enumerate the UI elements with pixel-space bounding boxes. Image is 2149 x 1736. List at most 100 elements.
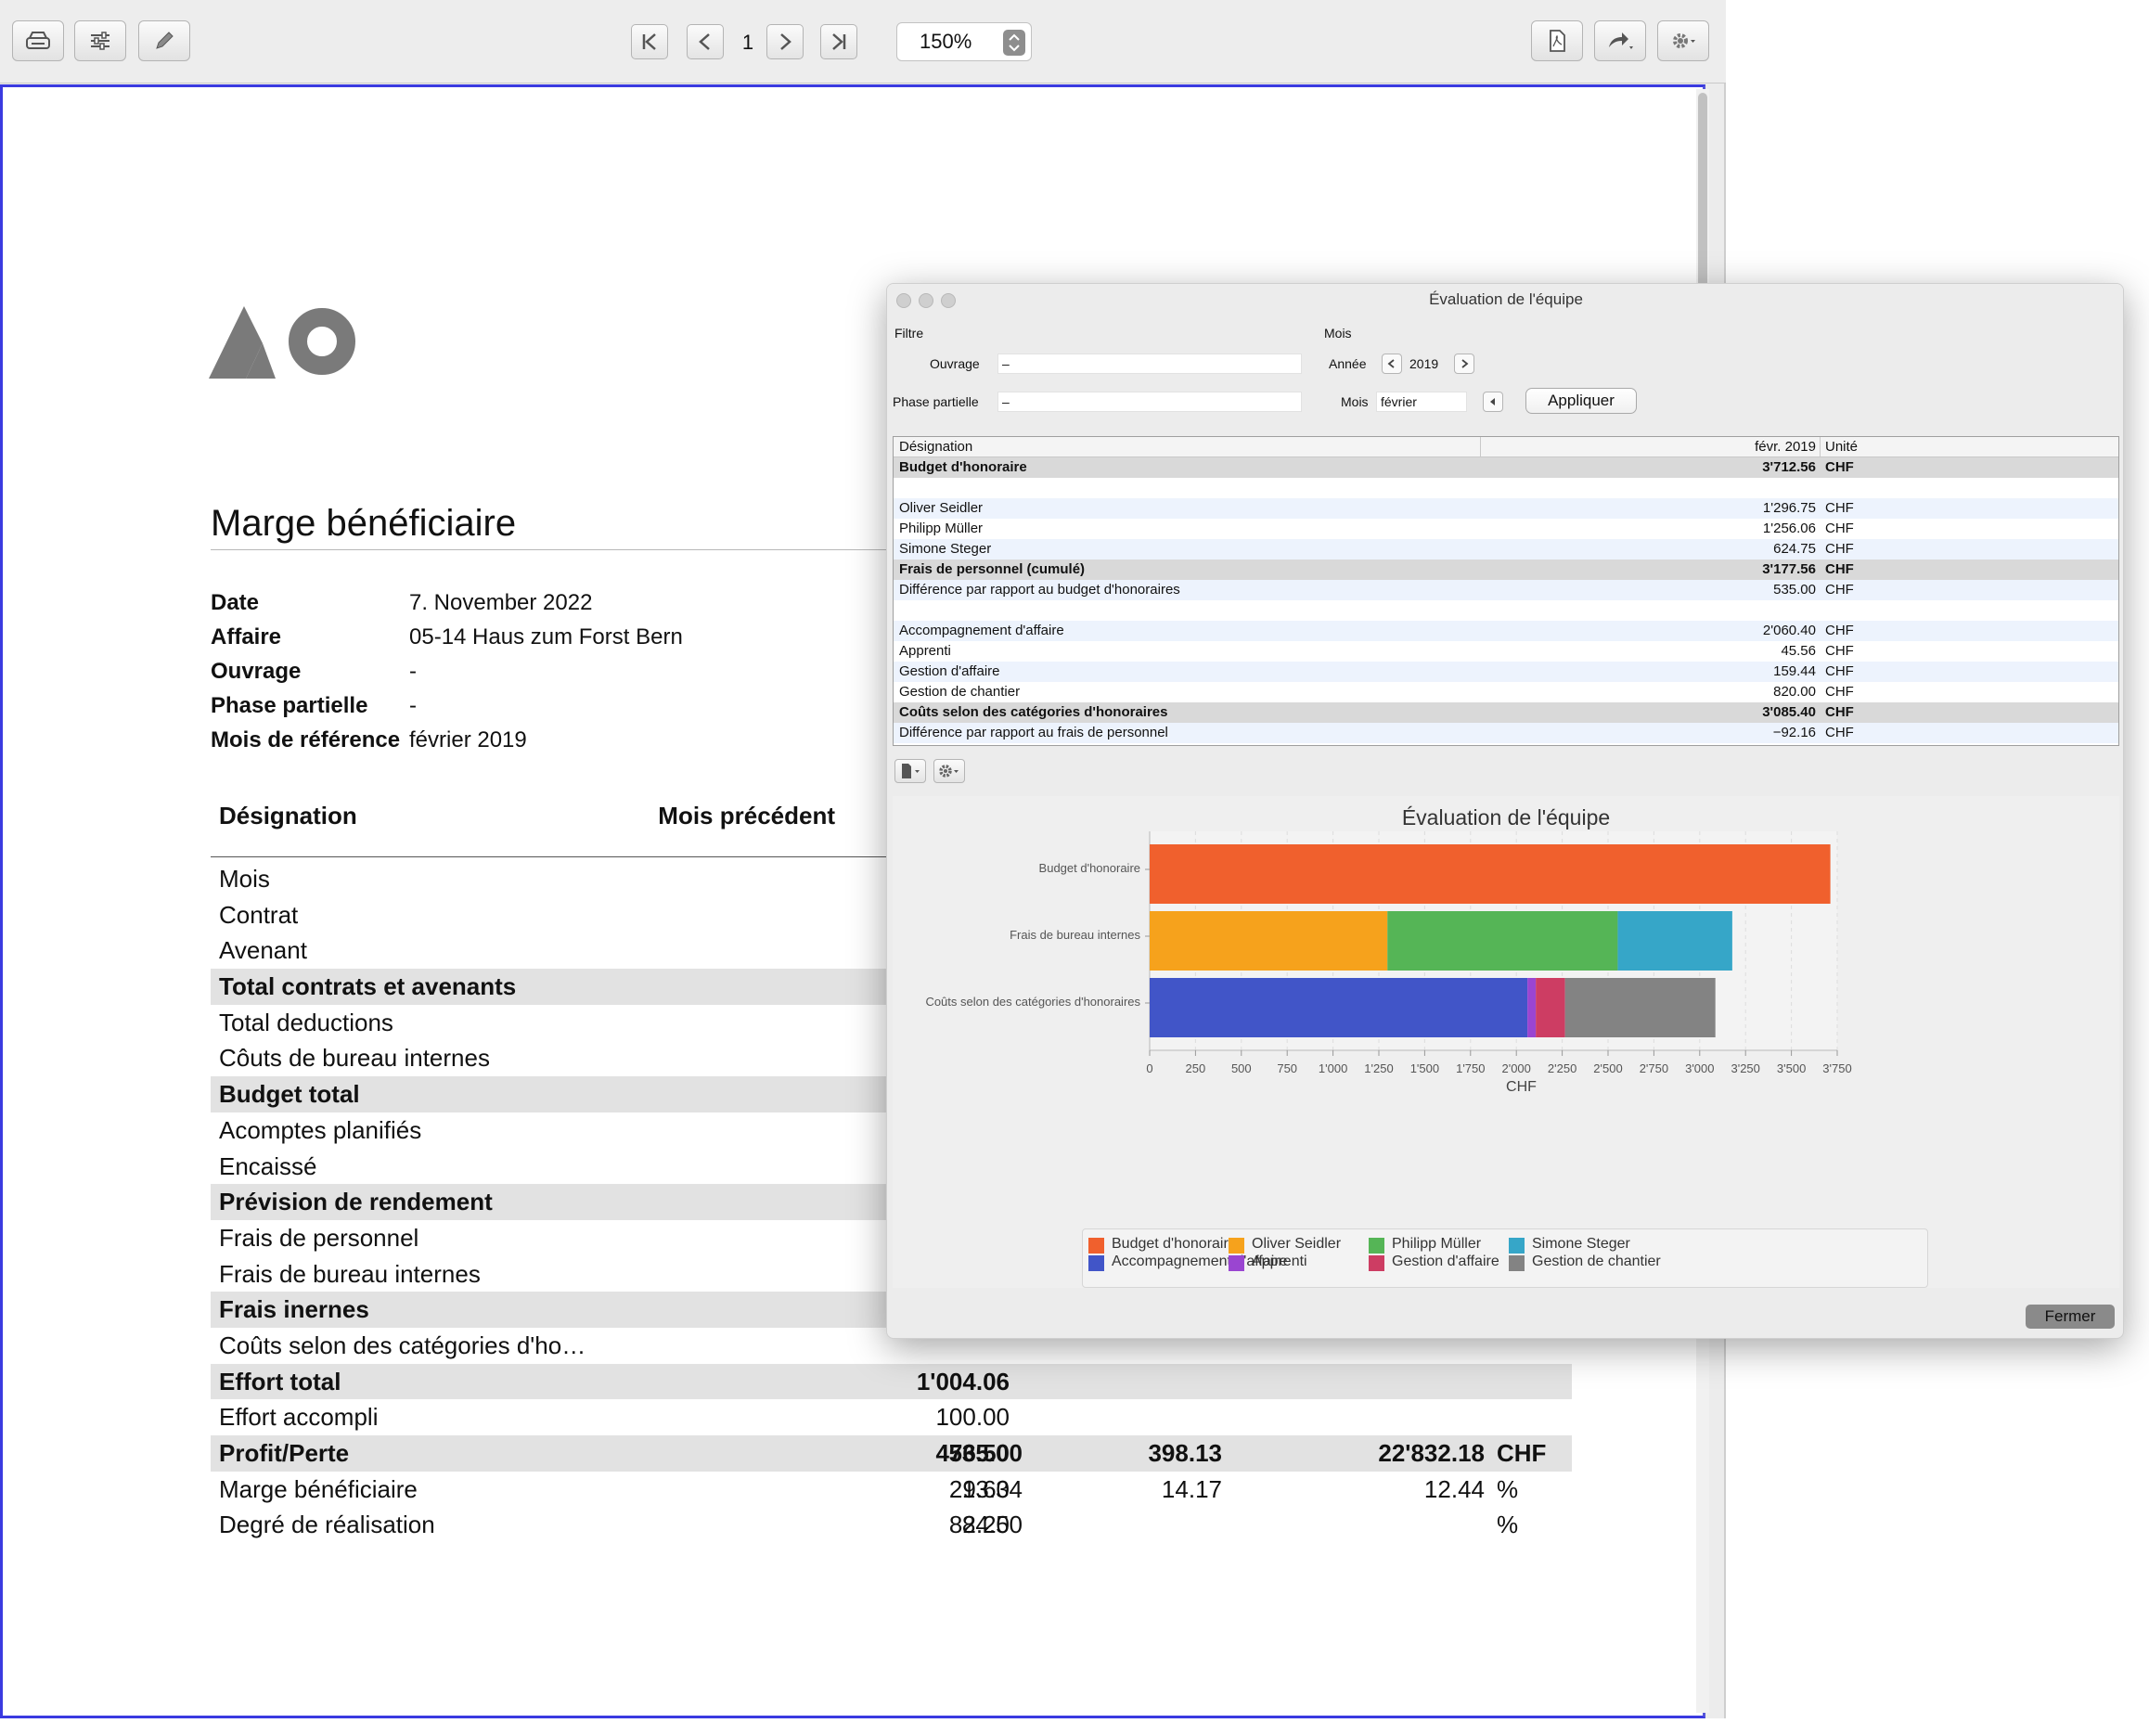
first-page-button[interactable] <box>631 24 668 59</box>
close-window-button[interactable] <box>896 293 911 308</box>
category-label: Coûts selon des catégories d'honoraires <box>925 995 1140 1009</box>
column-divider <box>1820 437 1821 457</box>
page-number[interactable]: 1 <box>741 31 754 54</box>
designation-cell: Accompagnement d'affaire <box>899 623 1064 638</box>
chart-settings-button[interactable] <box>933 759 965 783</box>
filter-section-label: Filtre <box>894 326 924 341</box>
table-row[interactable]: Accompagnement d'affaire 2'060.40 CHF <box>894 621 2118 641</box>
designation-cell: Simone Steger <box>899 541 992 557</box>
month-section-label: Mois <box>1324 326 1352 341</box>
report-row: Effort accompli 100.00 <box>211 1399 1572 1435</box>
value-b: 13.34 <box>961 1474 1023 1503</box>
value-cell: 624.75 <box>1773 541 1816 557</box>
value-cell: 3'712.56 <box>1762 459 1816 475</box>
table-row[interactable]: Frais de personnel (cumulé) 3'177.56 CHF <box>894 559 2118 580</box>
table-row[interactable]: Coûts selon des catégories d'honoraires 3… <box>894 702 2118 723</box>
share-arrow-icon <box>1609 32 1633 49</box>
month-dropdown-button[interactable] <box>1483 392 1503 412</box>
designation-cell: Philipp Müller <box>899 521 984 536</box>
meta-value: 05-14 Haus zum Forst Bern <box>409 624 683 649</box>
row-label: Total deductions <box>219 1008 393 1036</box>
row-label: Effort accompli <box>219 1403 379 1432</box>
legend-label: Philipp Müller <box>1392 1236 1482 1252</box>
settings-menu-button[interactable] <box>1657 20 1709 61</box>
table-row[interactable]: Philipp Müller 1'256.06 CHF <box>894 519 2118 539</box>
value-cell: 535.00 <box>1773 582 1816 598</box>
legend-swatch <box>1229 1238 1244 1254</box>
tray-button[interactable] <box>12 20 64 61</box>
bar-segment <box>1150 844 1831 904</box>
export-menu-button[interactable] <box>894 759 926 783</box>
x-tick-label: 3'500 <box>1777 1061 1806 1075</box>
table-row[interactable]: Simone Steger 624.75 CHF <box>894 539 2118 559</box>
document-icon <box>902 764 920 778</box>
scrollbar-thumb[interactable] <box>1698 93 1707 288</box>
column-divider <box>1480 437 1481 457</box>
unit-cell: CHF <box>1825 582 1854 598</box>
meta-label: Date <box>211 590 260 615</box>
x-tick-label: 250 <box>1186 1061 1206 1075</box>
chart-title: Évaluation de l'équipe <box>1401 805 1611 829</box>
table-row[interactable]: Gestion de chantier 820.00 CHF <box>894 682 2118 702</box>
zoom-field[interactable]: 150% <box>896 22 1032 61</box>
meta-value: - <box>409 693 417 718</box>
row-label: Avenant <box>219 936 307 965</box>
table-row[interactable] <box>894 478 2118 498</box>
share-button[interactable] <box>1594 20 1646 61</box>
row-label: Total contrats et avenants <box>219 972 517 1001</box>
table-row[interactable]: Apprenti 45.56 CHF <box>894 641 2118 662</box>
table-row[interactable]: Gestion d'affaire 159.44 CHF <box>894 662 2118 682</box>
edit-button[interactable] <box>138 20 190 61</box>
table-row[interactable]: Différence par rapport au frais de perso… <box>894 723 2118 743</box>
designation-cell: Oliver Seidler <box>899 500 984 516</box>
unit-cell: CHF <box>1825 521 1854 536</box>
month-label: Mois <box>1341 394 1369 409</box>
column-header-prev-month: Mois précédent <box>658 802 835 829</box>
unit-cell: CHF <box>1825 541 1854 557</box>
year-previous-button[interactable] <box>1382 354 1402 374</box>
tray-icon <box>26 32 50 49</box>
table-row[interactable]: Oliver Seidler 1'296.75 CHF <box>894 498 2118 519</box>
zoom-value: 150% <box>920 30 972 53</box>
report-row: Marge bénéficiaire 29.60 13.34 14.17 12.44% <box>211 1472 1572 1508</box>
export-pdf-button[interactable] <box>1531 20 1583 61</box>
table-row[interactable]: Budget d'honoraire 3'712.56 CHF <box>894 457 2118 478</box>
row-label: Contrat <box>219 900 299 929</box>
zoom-stepper[interactable] <box>1003 30 1025 56</box>
designation-cell: Différence par rapport au budget d'honor… <box>899 582 1180 598</box>
report-title: Marge bénéficiaire <box>211 503 517 544</box>
report-row: Degré de réalisation 82.20 84.50% <box>211 1507 1572 1543</box>
last-page-button[interactable] <box>820 24 857 59</box>
month-field[interactable]: février <box>1376 392 1467 412</box>
x-tick-label: 2'500 <box>1593 1061 1622 1075</box>
gear-icon <box>939 765 959 778</box>
minimize-window-button[interactable] <box>919 293 933 308</box>
row-label: Frais inernes <box>219 1295 369 1324</box>
value-cell: 1'256.06 <box>1762 521 1816 536</box>
column-header-unit: Unité <box>1825 439 1859 455</box>
bar-segment <box>1150 911 1388 971</box>
bar-segment <box>1527 978 1537 1037</box>
value-cell: 159.44 <box>1773 663 1816 679</box>
prev-month-value: 1'004.06 <box>916 1367 1010 1395</box>
ouvrage-field[interactable]: – <box>997 354 1302 374</box>
row-label: Côuts de bureau internes <box>219 1044 490 1073</box>
unit-cell: CHF <box>1825 623 1854 638</box>
year-next-button[interactable] <box>1454 354 1474 374</box>
last-page-icon <box>832 33 846 50</box>
unit-cell: CHF <box>1825 684 1854 700</box>
value-d: 12.44 <box>1423 1474 1485 1503</box>
table-row[interactable] <box>894 600 2118 621</box>
previous-page-button[interactable] <box>687 24 724 59</box>
settings-sliders-button[interactable] <box>74 20 126 61</box>
value-b: 84.50 <box>961 1511 1023 1539</box>
zoom-window-button[interactable] <box>941 293 956 308</box>
unit-cell: CHF <box>1825 725 1854 740</box>
apply-button[interactable]: Appliquer <box>1525 388 1637 414</box>
dialog-title: Évaluation de l'équipe <box>1429 290 1583 308</box>
close-button[interactable]: Fermer <box>2026 1305 2115 1329</box>
phase-field[interactable]: – <box>997 392 1302 412</box>
table-row[interactable]: Différence par rapport au budget d'honor… <box>894 580 2118 600</box>
x-tick-label: 1'750 <box>1456 1061 1485 1075</box>
next-page-button[interactable] <box>766 24 804 59</box>
